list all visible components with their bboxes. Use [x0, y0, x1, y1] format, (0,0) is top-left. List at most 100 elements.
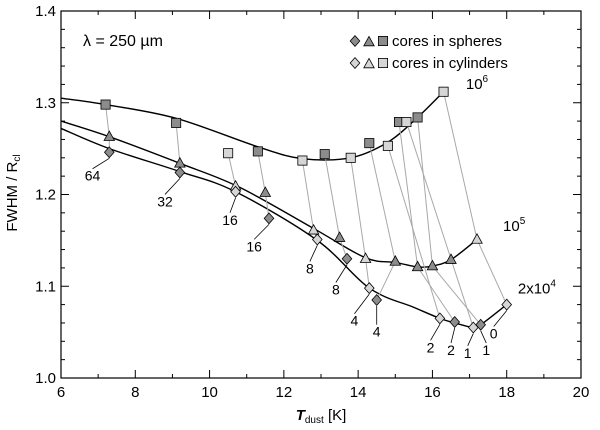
connector-line-0 — [105, 104, 110, 153]
data-points — [100, 86, 513, 334]
y-axis-main: FWHM / R — [4, 161, 21, 231]
annotation-label-11: 1 — [482, 342, 490, 358]
data-point-5-1 — [311, 233, 323, 246]
annotation-leader-4 — [309, 245, 318, 262]
connector-line-5 — [398, 121, 456, 323]
curve-label-base-0: 10 — [466, 76, 483, 93]
legend-label-spheres: cores in spheres — [392, 33, 502, 50]
annotation-label-1: 32 — [157, 193, 173, 209]
data-point-0-6 — [412, 112, 423, 123]
legend-triangle-0 — [363, 35, 375, 47]
legend-label-cylinders: cores in cylinders — [392, 55, 508, 72]
annotation-leader-1 — [164, 178, 181, 195]
data-point-0-4 — [364, 138, 375, 149]
data-point-1-2 — [345, 152, 356, 163]
annotation-label-7: 4 — [373, 324, 381, 340]
data-point-2-4 — [389, 255, 402, 266]
connector-line-11 — [405, 121, 474, 328]
data-point-5-4 — [467, 321, 479, 334]
x-tick-label-6: 18 — [498, 384, 515, 401]
x-axis-unit: [K] — [324, 407, 347, 424]
data-point-4-5 — [449, 316, 461, 329]
annotation-label-2: 16 — [222, 212, 238, 228]
data-point-2-2 — [259, 186, 272, 197]
legend: cores in spheres cores in cylinders — [349, 33, 508, 72]
data-point-5-2 — [363, 282, 375, 295]
data-point-5-3 — [434, 312, 446, 325]
y-tick-label-2: 1.2 — [35, 187, 56, 204]
annotation-leader-10 — [467, 333, 474, 346]
y-axis-subscript: cl — [12, 154, 23, 161]
data-point-2-5 — [411, 260, 424, 272]
connector-line-4 — [368, 143, 396, 301]
curve-label-exp-2: 4 — [550, 279, 556, 290]
curve-label-0: 106 — [466, 74, 489, 93]
y-axis-label: FWHM / Rcl — [4, 154, 23, 231]
curve-label-2: 2x104 — [518, 279, 557, 298]
curve-label-base-1: 10 — [503, 218, 520, 235]
chart-title: λ = 250 µm — [83, 33, 163, 50]
annotation-leader-5 — [335, 264, 348, 283]
annotation-leader-2 — [229, 197, 236, 213]
connector-lines — [105, 91, 508, 328]
data-point-4-0 — [103, 146, 115, 159]
data-point-2-6 — [426, 259, 439, 271]
annotation-label-12: 0 — [490, 326, 498, 342]
connector-line-2 — [257, 151, 270, 219]
data-point-0-1 — [171, 117, 182, 128]
axes: 6 8 10 12 14 16 18 201.01.11.21.31.4 — [35, 3, 589, 401]
annotation-label-3: 16 — [246, 238, 262, 254]
annotation-label-0: 64 — [85, 168, 101, 184]
fit-curve-1 — [60, 120, 478, 268]
data-point-0-2 — [252, 146, 263, 157]
annotation-leader-12 — [493, 310, 508, 327]
connector-line-12 — [443, 91, 508, 305]
annotation-label-6: 4 — [351, 313, 359, 329]
data-point-4-4 — [371, 294, 383, 307]
legend-square-1 — [377, 58, 388, 69]
connector-line-3 — [324, 154, 348, 259]
annotation-leader-6 — [354, 293, 370, 314]
x-tick-label-1: 8 — [131, 384, 139, 401]
x-tick-label-4: 14 — [350, 384, 367, 401]
curve-label-exp-1: 5 — [520, 216, 526, 227]
annotation-label-8: 2 — [427, 339, 435, 355]
data-point-4-3 — [341, 252, 353, 265]
y-tick-label-3: 1.3 — [35, 95, 56, 112]
x-axis-symbol: T — [296, 407, 307, 424]
data-point-1-0 — [223, 148, 234, 159]
annotation-label-4: 8 — [306, 260, 314, 276]
legend-markers-spheres — [349, 34, 388, 48]
curve-label-exp-0: 6 — [483, 74, 489, 85]
curve-label-base-2: 2x10 — [518, 281, 551, 298]
legend-triangle-1 — [363, 57, 375, 69]
data-point-5-0 — [230, 185, 241, 198]
annotation-leader-11 — [480, 330, 487, 344]
x-tick-label-0: 6 — [57, 384, 65, 401]
legend-diamond-0 — [349, 34, 361, 48]
data-point-3-2 — [359, 252, 372, 263]
x-tick-label-5: 16 — [424, 384, 441, 401]
data-point-0-0 — [100, 99, 111, 110]
data-point-2-7 — [445, 253, 457, 264]
data-point-1-4 — [401, 117, 412, 128]
x-tick-label-2: 10 — [201, 384, 218, 401]
connector-line-6 — [417, 117, 482, 326]
annotation-label-5: 8 — [332, 282, 340, 298]
y-tick-label-1: 1.1 — [35, 278, 56, 295]
annotation-leader-3 — [253, 224, 270, 240]
data-point-2-3 — [333, 231, 346, 242]
legend-square-0 — [377, 36, 388, 47]
y-tick-label-0: 1.0 — [35, 370, 56, 387]
x-tick-label-7: 20 — [573, 384, 590, 401]
data-point-5-5 — [501, 298, 513, 311]
curve-label-1: 105 — [503, 216, 526, 235]
data-point-0-3 — [319, 149, 330, 160]
x-tick-label-3: 12 — [276, 384, 293, 401]
data-point-2-0 — [103, 130, 116, 141]
x-axis-subscript: dust — [305, 415, 324, 426]
annotation-leader-9 — [450, 327, 456, 344]
